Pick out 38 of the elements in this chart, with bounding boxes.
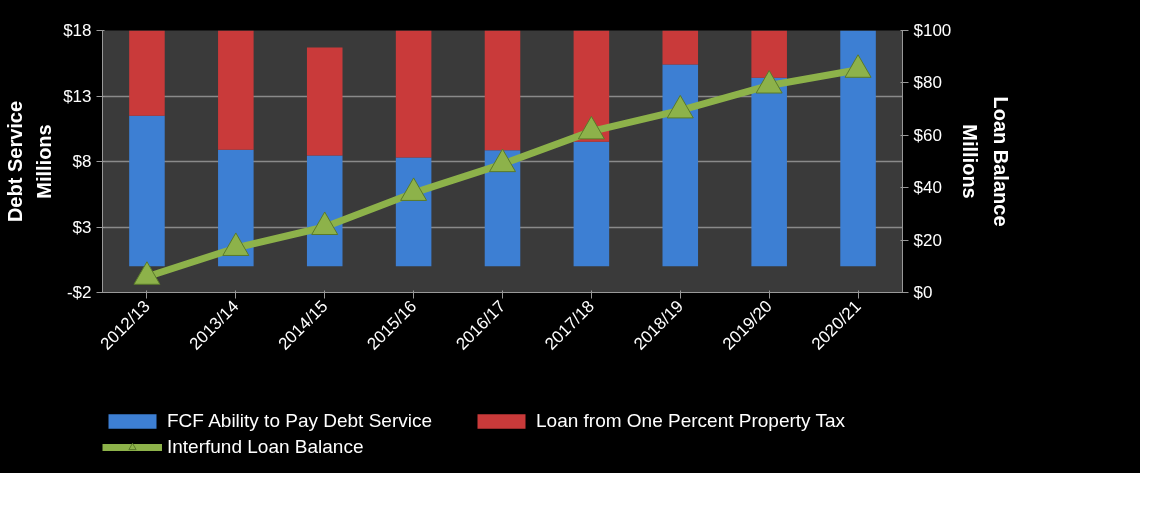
bar bbox=[751, 30, 787, 78]
text: Millions bbox=[33, 124, 56, 199]
bar bbox=[751, 77, 787, 267]
bar bbox=[218, 30, 254, 150]
y-tick-label: -$2 bbox=[66, 283, 92, 302]
y2-tick-label: $100 bbox=[913, 21, 952, 40]
point bbox=[577, 115, 605, 140]
legend-label: Loan from One Percent Property Tax bbox=[536, 410, 846, 432]
y2-tick-label: $0 bbox=[913, 283, 933, 302]
y2-axis-title: Loan Balance bbox=[989, 96, 1012, 227]
y-tick-label: $8 bbox=[72, 152, 92, 171]
point bbox=[400, 177, 428, 201]
legend-label: Interfund Loan Balance bbox=[167, 436, 365, 458]
y-tick-label: $18 bbox=[63, 21, 92, 40]
bar bbox=[484, 30, 521, 151]
bar bbox=[129, 30, 165, 116]
point bbox=[844, 54, 872, 78]
y-tick-label: $13 bbox=[63, 86, 92, 106]
bar bbox=[395, 30, 432, 158]
point bbox=[133, 261, 161, 285]
y2-tick-label: $40 bbox=[913, 178, 942, 198]
bar bbox=[306, 47, 343, 156]
bar bbox=[573, 141, 610, 267]
point bbox=[222, 232, 250, 256]
y2-tick-label: $80 bbox=[913, 73, 942, 93]
bar bbox=[662, 64, 699, 267]
bar bbox=[129, 115, 165, 267]
text: Millions bbox=[959, 124, 982, 199]
point bbox=[489, 148, 516, 173]
y-tick-label: $3 bbox=[72, 217, 92, 237]
point bbox=[666, 94, 694, 119]
bar bbox=[840, 30, 876, 267]
y2-tick-label: $60 bbox=[913, 125, 942, 145]
bar bbox=[662, 30, 699, 65]
point bbox=[755, 70, 783, 94]
y2-tick-label: $20 bbox=[913, 230, 942, 250]
y-axis-title: Debt Service bbox=[3, 100, 26, 223]
legend-label: FCF Ability to Pay Debt Service bbox=[167, 410, 434, 432]
